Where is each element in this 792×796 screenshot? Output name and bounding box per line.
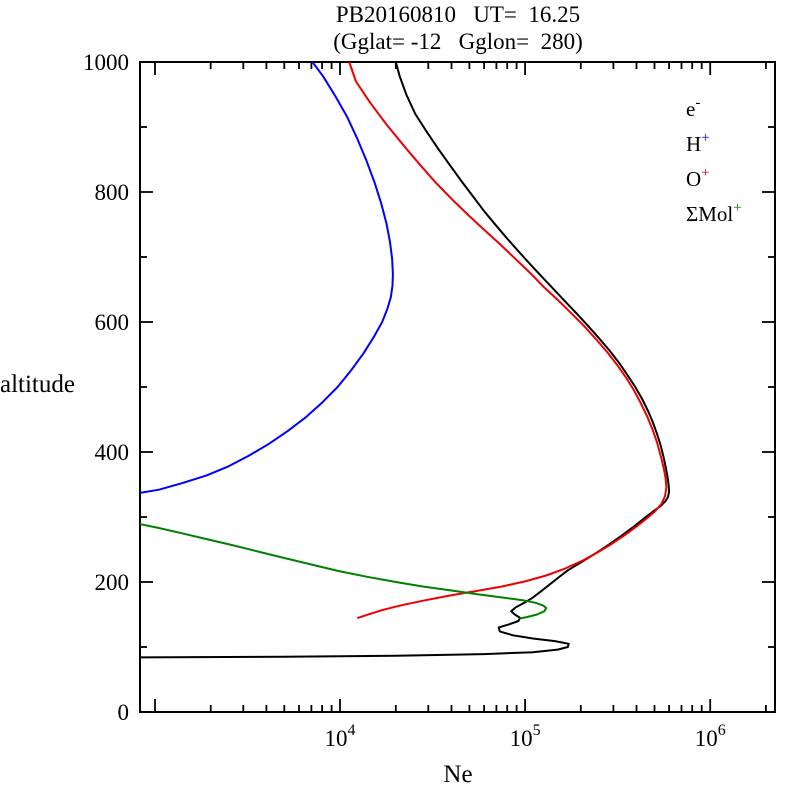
axes: 104 105 106 0 200 400 600 800 1000	[83, 50, 776, 751]
legend-superscript: -	[695, 95, 700, 111]
x-tick-label-1e6: 106	[695, 722, 726, 751]
x-tick-label-1e5: 105	[510, 722, 541, 751]
y-tick-label: 400	[95, 440, 130, 465]
chart-title: PB20160810 UT= 16.25	[336, 2, 580, 27]
y-tick-label: 600	[95, 310, 130, 335]
legend: e- H+ O+ ΣMol+	[686, 95, 742, 226]
x-tick-exponent: 5	[533, 722, 541, 739]
legend-superscript: +	[733, 200, 741, 216]
legend-superscript: +	[701, 130, 709, 146]
legend-item-molecular-ions-sum: ΣMol+	[686, 200, 742, 226]
x-tick-exponent: 4	[348, 722, 356, 739]
legend-item-oxygen-ion: O+	[686, 165, 710, 191]
x-tick-exponent: 6	[718, 722, 726, 739]
legend-item-electron-density: e-	[686, 95, 700, 121]
legend-item-hydrogen-ion: H+	[686, 130, 710, 156]
legend-superscript: +	[701, 165, 709, 181]
y-axis-title: altitude	[0, 371, 75, 398]
series-lines	[140, 62, 671, 659]
y-tick-label: 200	[95, 570, 130, 595]
series-line-hydrogen-ion	[140, 62, 394, 494]
y-tick-label: 0	[118, 700, 130, 725]
series-line-oxygen-ion	[348, 62, 668, 619]
x-tick-label-1e4: 104	[325, 722, 356, 751]
chart-subtitle: (Gglat= -12 Gglon= 280)	[333, 29, 583, 54]
y-tick-label: 1000	[83, 50, 129, 75]
series-line-molecular-ions-sum	[140, 523, 548, 620]
x-axis-title: Ne	[443, 761, 472, 788]
plot-frame	[139, 61, 776, 713]
y-tick-label: 800	[95, 180, 130, 205]
series-line-electron-density	[140, 62, 671, 659]
